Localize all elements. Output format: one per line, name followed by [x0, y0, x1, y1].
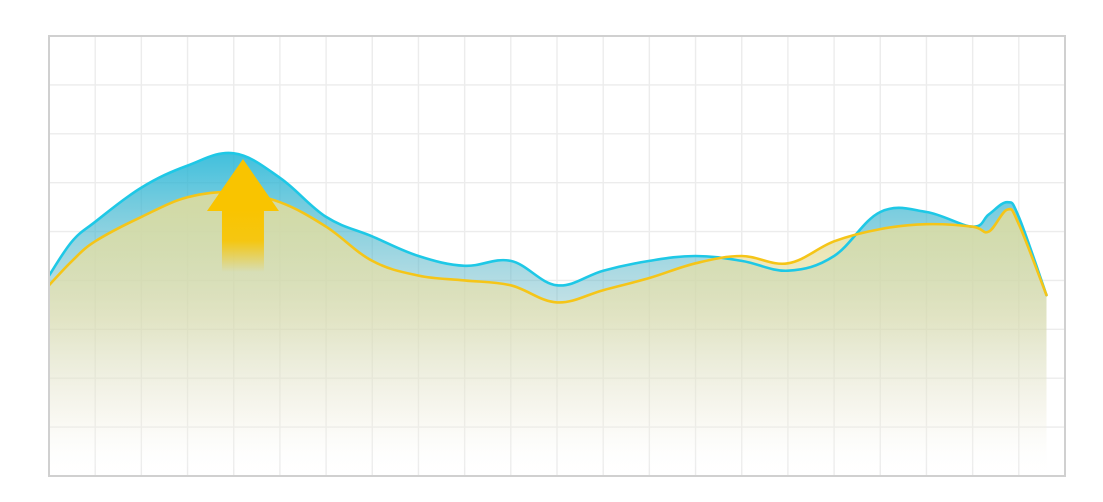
up-arrow-icon — [206, 159, 279, 272]
series-2-area — [49, 192, 1047, 476]
series-2-line — [49, 190, 1048, 304]
plot-frame — [48, 35, 1066, 477]
